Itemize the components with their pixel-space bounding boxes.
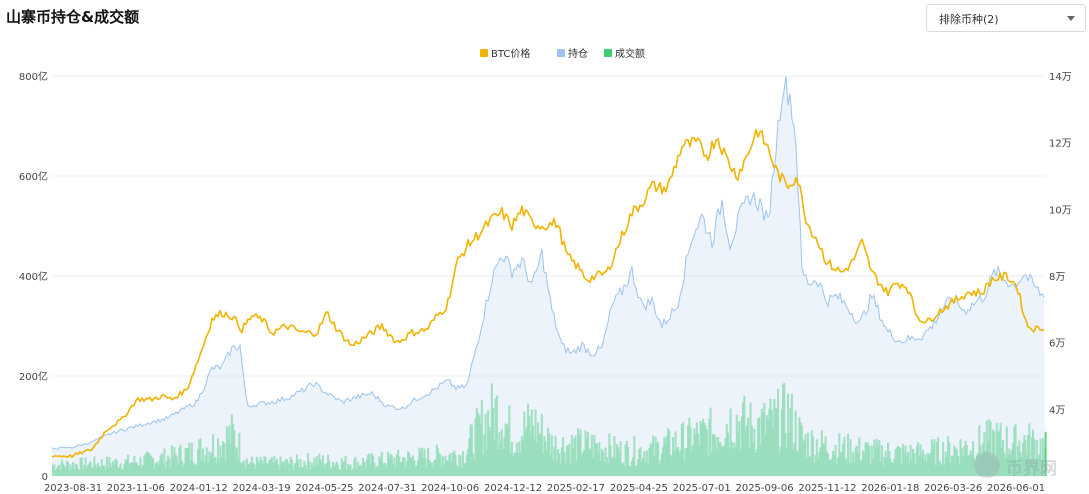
watermark-logo: 币界网: [958, 446, 1082, 486]
chart-legend: BTC价格 持仓 成交额: [480, 47, 645, 60]
btc-price-path: [51, 128, 1045, 458]
y-left-tick-label: 800亿: [19, 70, 48, 83]
y-right-tick-label: 12万: [1049, 139, 1072, 150]
exclude-coins-label: 排除币种(2): [939, 13, 999, 26]
coin-icon: [974, 452, 1000, 478]
y-left-tick-label: 200亿: [19, 370, 48, 383]
x-tick-label: 2024-07-31: [358, 483, 416, 494]
y-axis-left: 0 200亿 400亿 600亿 800亿: [19, 70, 48, 483]
x-tick-label: 2025-09-06: [735, 483, 793, 494]
y-right-tick-label: 10万: [1049, 205, 1072, 216]
x-tick-label: 2024-10-06: [421, 483, 479, 494]
x-tick-label: 2026-01-18: [861, 483, 919, 494]
y-right-tick-label: 6万: [1049, 339, 1065, 350]
btc-price-line: [51, 128, 1045, 458]
y-axis-right: 4万 6万 8万 10万 12万 14万: [1049, 72, 1072, 416]
watermark-text: 币界网: [1006, 459, 1057, 479]
page-title: 山寨币持仓&成交额: [6, 8, 140, 26]
x-tick-label: 2024-05-25: [295, 483, 353, 494]
x-tick-label: 2026-06-01: [987, 483, 1045, 494]
x-tick-label: 2024-01-12: [170, 483, 228, 494]
exclude-coins-select[interactable]: 排除币种(2): [926, 4, 1086, 32]
x-tick-label: 2025-11-12: [798, 483, 856, 494]
legend-label: BTC价格: [491, 47, 530, 60]
x-tick-label: 2024-03-19: [233, 483, 291, 494]
legend-label: 成交额: [615, 47, 645, 60]
x-axis: 2023-08-31 2023-11-06 2024-01-12 2024-03-19…: [44, 483, 1045, 494]
y-left-tick-label: 0: [42, 472, 48, 483]
y-left-tick-label: 600亿: [19, 170, 48, 183]
y-right-tick-label: 8万: [1049, 272, 1065, 283]
open-interest-area: [51, 76, 1045, 476]
y-right-tick-label: 14万: [1049, 72, 1072, 83]
y-right-tick-label: 4万: [1049, 405, 1065, 416]
legend-swatch: [557, 49, 565, 57]
x-tick-label: 2024-12-12: [484, 483, 542, 494]
x-tick-label: 2025-04-25: [610, 483, 668, 494]
x-tick-label: 2025-02-17: [547, 483, 605, 494]
legend-swatch: [604, 49, 612, 57]
open-interest-line: [51, 76, 1045, 450]
x-tick-label: 2025-07-01: [673, 483, 731, 494]
chevron-down-icon: [1067, 16, 1075, 21]
x-tick-label: 2026-03-26: [924, 483, 982, 494]
legend-label: 持仓: [568, 47, 588, 60]
legend-swatch: [480, 49, 488, 57]
x-tick-label: 2023-08-31: [44, 483, 102, 494]
open-interest-fill: [52, 76, 1045, 476]
x-tick-label: 2023-11-06: [107, 483, 165, 494]
volume-bar: [1044, 431, 1047, 476]
y-left-tick-label: 400亿: [19, 270, 48, 283]
